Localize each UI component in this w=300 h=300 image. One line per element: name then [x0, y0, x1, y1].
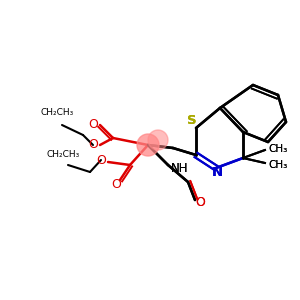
Text: O: O [195, 196, 205, 208]
Circle shape [137, 134, 159, 156]
Text: CH₂CH₃: CH₂CH₃ [46, 150, 80, 159]
Text: CH₃: CH₃ [268, 144, 287, 154]
Text: CH₃: CH₃ [268, 160, 287, 170]
Text: O: O [88, 139, 98, 152]
Text: O: O [111, 178, 121, 191]
Text: O: O [88, 118, 98, 130]
Text: O: O [195, 196, 205, 208]
Text: O: O [96, 154, 106, 166]
Text: N: N [212, 167, 223, 179]
Text: S: S [187, 115, 197, 128]
Text: NH: NH [171, 163, 188, 176]
Text: CH₃: CH₃ [268, 144, 287, 154]
Text: NH: NH [171, 163, 188, 176]
Circle shape [148, 130, 168, 150]
Text: CH₃: CH₃ [268, 160, 287, 170]
Text: CH₂CH₃: CH₂CH₃ [40, 108, 74, 117]
Text: S: S [187, 115, 197, 128]
Text: N: N [212, 167, 223, 179]
